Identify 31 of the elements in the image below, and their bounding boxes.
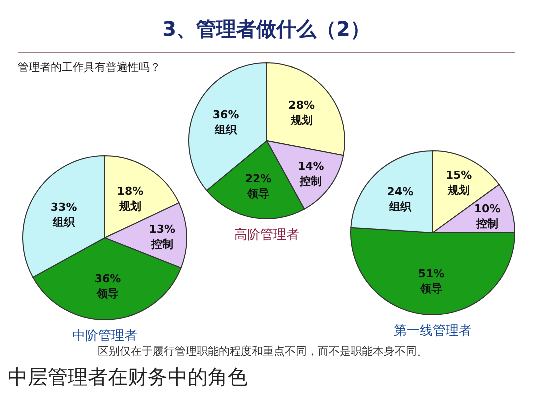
text: 第一线管理者 — [393, 323, 473, 340]
data-label: 36% — [94, 272, 122, 286]
text: 高阶管理者 — [234, 227, 300, 244]
data-label: 33% — [50, 200, 78, 214]
slice-label: 领导 — [246, 187, 270, 200]
data-label: 22% — [245, 172, 272, 186]
text: 区别仅在于履行管理职能的程度和重点不同，而不是职能本身不同。 — [98, 344, 428, 359]
slice-label: 领导 — [96, 287, 119, 300]
slice-label: 控制 — [299, 175, 322, 188]
data-label: 10% — [474, 202, 501, 216]
data-label: 13% — [149, 223, 176, 236]
data-label: 28% — [288, 99, 316, 112]
slice-label: 组织 — [388, 200, 412, 214]
slice-label: 组织 — [52, 216, 76, 229]
text: 中层管理者在财务中的角色 — [8, 364, 248, 391]
data-label: 24% — [387, 185, 414, 198]
data-label: 36% — [212, 108, 240, 122]
chart-title: 3、管理者做什么（2） — [162, 16, 372, 43]
slice-label: 控制 — [476, 217, 499, 230]
text: 中阶管理者 — [72, 328, 138, 345]
data-label: 18% — [117, 184, 144, 198]
slice-label: 规划 — [118, 200, 142, 213]
slice-label: 规划 — [447, 184, 470, 197]
slice-label: 规划 — [290, 114, 313, 128]
slice-label: 控制 — [150, 238, 174, 252]
data-label: 51% — [418, 268, 445, 281]
data-label: 15% — [446, 168, 472, 182]
text: 管理者的工作具有普遍性吗？ — [18, 60, 161, 75]
slice-label: 组织 — [214, 124, 238, 137]
slice-label: 领导 — [420, 282, 443, 296]
data-label: 14% — [298, 160, 324, 174]
